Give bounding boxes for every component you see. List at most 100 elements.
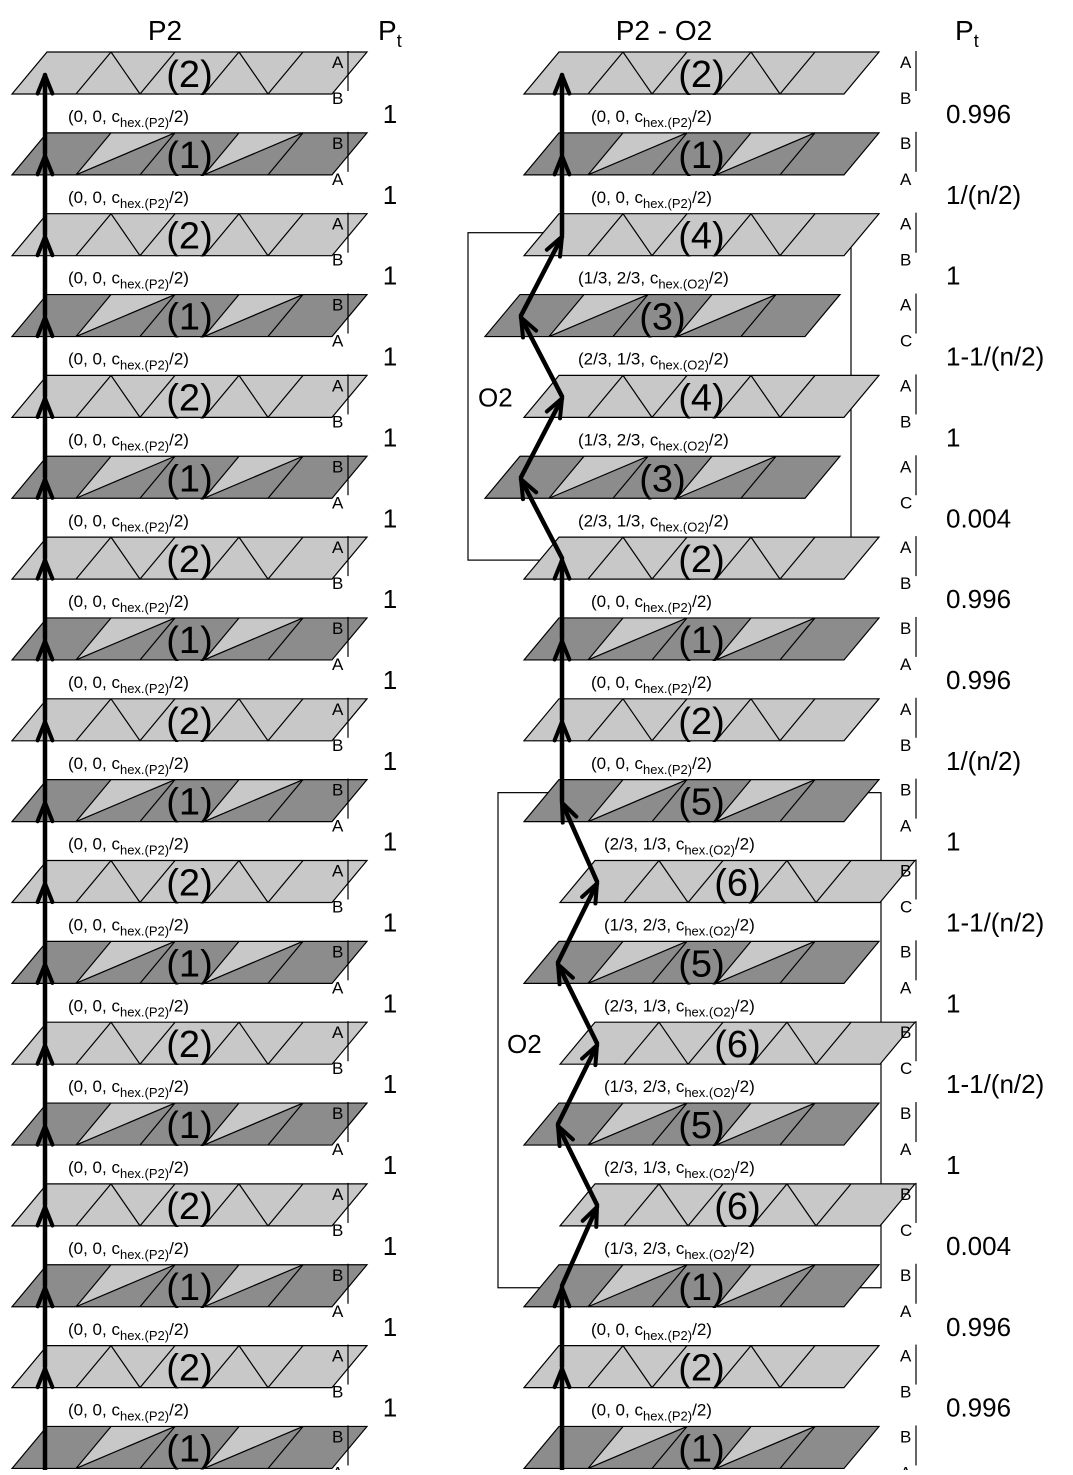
translation-vector-label: (1/3, 2/3, chex.(O2)/2) <box>604 1239 755 1262</box>
dark-centre <box>140 1103 239 1146</box>
segment-edge <box>139 132 176 176</box>
layer-outline <box>10 374 369 418</box>
layer-outline <box>10 536 369 580</box>
stacking-letter-bottom: A <box>900 817 912 836</box>
layer-type-label: (2) <box>166 539 212 581</box>
layer-band <box>524 698 879 741</box>
diagonal <box>75 293 176 338</box>
segment-edge <box>587 132 624 176</box>
stacking-letter-top: B <box>900 1427 911 1446</box>
right-title: P2 - O2 <box>616 15 712 46</box>
left-layer: (2) <box>10 1344 369 1390</box>
left-layer: (1) <box>10 940 369 985</box>
right-pt-value: 1-1/(n/2) <box>946 1069 1044 1099</box>
layer-type-label: (1) <box>166 782 212 824</box>
segment-edge <box>687 1183 724 1227</box>
dark-segment <box>524 1264 623 1307</box>
diagonal <box>548 293 649 338</box>
diagonal <box>750 536 781 580</box>
segment-edge <box>715 213 752 257</box>
segment-edge <box>139 213 176 257</box>
segment-edge <box>139 1264 176 1308</box>
stacking-letter-top: A <box>332 1185 344 1204</box>
segment-edge <box>267 294 304 337</box>
diagonal <box>110 51 141 95</box>
segment-edge <box>139 779 176 823</box>
left-pt-value: 1 <box>383 99 397 129</box>
right-pt-value: 1 <box>946 1150 960 1180</box>
right-layer: (5) <box>522 940 881 985</box>
left-pt-value: 1 <box>383 180 397 210</box>
layer-type-label: (5) <box>678 782 724 824</box>
layer-band <box>12 1022 367 1065</box>
segment-edge <box>203 455 240 499</box>
right-pt-value: 1/(n/2) <box>946 746 1021 776</box>
stacking-letter-bottom: B <box>900 89 911 108</box>
segment-edge <box>740 455 777 499</box>
translation-vector-label: (2/3, 1/3, chex.(O2)/2) <box>604 996 755 1019</box>
segment-edge <box>687 860 724 903</box>
left-pt-value: 1 <box>383 665 397 695</box>
stacking-letter-top: A <box>332 862 344 881</box>
segment-edge <box>75 1264 112 1308</box>
stacking-letter-top: A <box>332 1023 344 1042</box>
layer-outline <box>522 213 881 257</box>
translation-vector-label: (0, 0, chex.(P2)/2) <box>68 1239 189 1262</box>
dark-segment <box>268 456 367 499</box>
translation-vector-label: (1/3, 2/3, chex.(O2)/2) <box>578 430 729 453</box>
left-layer: (1) <box>10 132 369 177</box>
translation-vector-label: (0, 0, chex.(P2)/2) <box>68 996 189 1019</box>
dark-segment <box>780 132 879 175</box>
right-layer: (1) <box>522 132 881 177</box>
dark-centre <box>140 294 239 337</box>
stacking-letter-bottom: A <box>332 817 344 836</box>
segment-edge <box>676 455 713 499</box>
segment-edge <box>75 132 112 176</box>
right-pt-value: 0.996 <box>946 665 1011 695</box>
right-pt-value: 0.996 <box>946 1312 1011 1342</box>
stacking-letter-bottom: B <box>332 1383 343 1402</box>
segment-edge <box>651 51 688 95</box>
diagonal <box>203 1102 304 1146</box>
left-title: P2 <box>148 15 182 46</box>
segment-edge <box>203 940 240 984</box>
dark-segment <box>12 941 111 984</box>
layer-type-label: (3) <box>639 297 685 339</box>
dark-centre <box>613 294 712 337</box>
segment-edge <box>623 1183 660 1227</box>
segment-edge <box>203 1345 240 1388</box>
diagonal <box>622 1345 653 1388</box>
translation-vector-label: (0, 0, chex.(P2)/2) <box>68 673 189 696</box>
segment-edge <box>779 1345 816 1388</box>
left-pt-header: Pt <box>378 15 402 51</box>
segment-edge <box>779 940 816 984</box>
layer-outline <box>10 859 369 904</box>
diagonal <box>110 375 141 418</box>
segment-edge <box>815 860 852 903</box>
layer-outline <box>522 1344 881 1389</box>
right-layer: (1) <box>522 617 881 662</box>
segment-edge <box>139 860 176 903</box>
stacking-letter-bottom: A <box>332 1302 344 1321</box>
layer-type-label: (3) <box>639 458 685 500</box>
stacking-letter-bottom: A <box>332 332 344 351</box>
segment-edge <box>587 940 624 984</box>
dark-segment <box>485 456 584 499</box>
dark-segment <box>780 779 879 822</box>
right-layer: (6) <box>558 1183 917 1228</box>
diagonal <box>238 860 269 903</box>
segment-edge <box>715 617 752 661</box>
translation-vector-label: (0, 0, chex.(P2)/2) <box>68 1401 189 1424</box>
stacking-letter-bottom: A <box>900 1463 912 1470</box>
dark-segment <box>268 1426 367 1469</box>
segment-edge <box>587 51 624 95</box>
diagonal <box>238 1345 269 1388</box>
stacking-letter-bottom: A <box>332 1140 344 1159</box>
segment-edge <box>779 1264 816 1308</box>
layer-band <box>12 698 367 741</box>
stacking-letter-bottom: A <box>332 493 344 512</box>
dark-segment <box>741 456 840 499</box>
layer-outline <box>522 779 881 823</box>
dark-segment <box>780 1426 879 1469</box>
diagonal <box>587 1264 688 1308</box>
